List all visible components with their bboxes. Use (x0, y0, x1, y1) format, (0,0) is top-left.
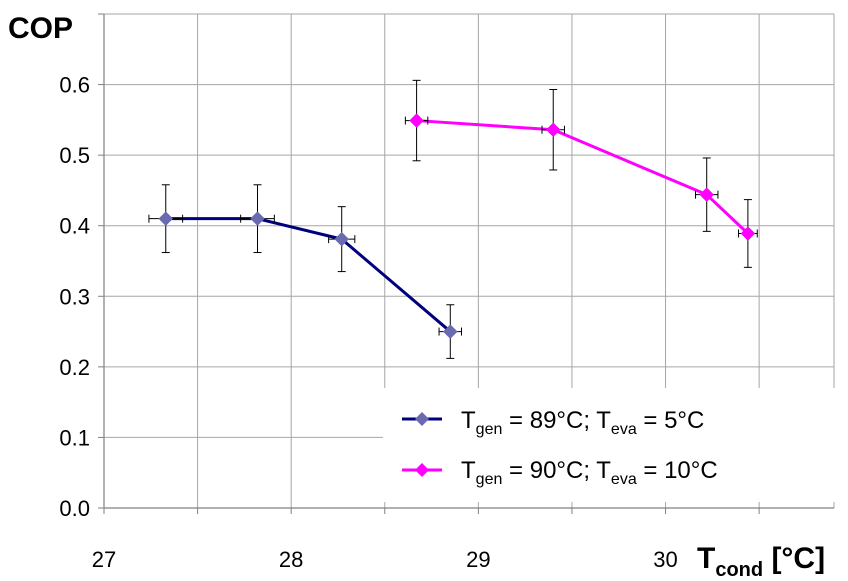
data-point-marker (250, 211, 265, 227)
legend-item-series-2: Tgen = 90°C; Teva = 10°C (402, 457, 718, 488)
data-point-marker (545, 122, 561, 138)
data-point-marker (334, 231, 350, 247)
data-point-marker (740, 226, 756, 241)
y-tick-label: 0.2 (59, 355, 90, 380)
series-2 (404, 79, 758, 268)
legend-box (383, 388, 837, 502)
series-layer (148, 79, 758, 359)
data-point-marker (699, 187, 715, 203)
legend: Tgen = 89°C; Teva = 5°C Tgen = 90°C; Tev… (383, 388, 837, 502)
data-point-marker (409, 113, 424, 128)
legend-marker-series-2 (415, 463, 429, 477)
legend-marker-series-1 (415, 412, 429, 426)
x-tick-label: 28 (279, 547, 303, 572)
data-point-marker (158, 211, 174, 227)
x-tick-label: 30 (653, 547, 677, 572)
y-tick-label: 0.4 (59, 214, 90, 239)
x-axis-title: Tcond [°C] (697, 542, 825, 581)
x-tick-label: 29 (466, 547, 490, 572)
series-1 (148, 184, 463, 359)
legend-item-series-1: Tgen = 89°C; Teva = 5°C (402, 407, 704, 438)
legend-label-series-1: Tgen = 89°C; Teva = 5°C (461, 407, 704, 438)
y-tick-label: 0.3 (59, 284, 90, 309)
y-tick-label: 0.6 (59, 73, 90, 98)
legend-label-series-2: Tgen = 90°C; Teva = 10°C (461, 457, 718, 488)
y-axis-title: COP (8, 12, 73, 45)
series-line-1 (165, 217, 452, 333)
data-point-marker (442, 324, 458, 339)
y-tick-label: 0.0 (59, 496, 90, 521)
x-tick-label: 27 (92, 547, 116, 572)
axes (98, 13, 834, 514)
series-line-2 (416, 119, 749, 235)
tick-labels: 0.0 0.1 0.2 0.3 0.4 0.5 0.6 27 28 29 30 (59, 73, 677, 572)
y-tick-label: 0.1 (59, 425, 90, 450)
y-tick-label: 0.5 (59, 143, 90, 168)
